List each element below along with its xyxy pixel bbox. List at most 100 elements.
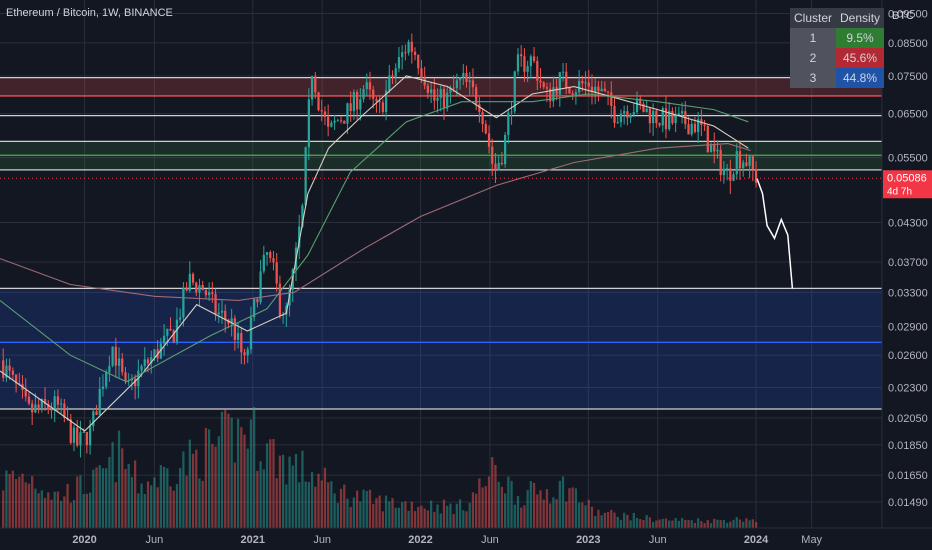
candle-body — [166, 328, 169, 336]
cluster-cell: 3 — [790, 68, 837, 88]
volume-bar — [384, 495, 388, 528]
volume-bar — [503, 493, 507, 528]
volume-bar — [668, 520, 671, 528]
x-tick-label: Jun — [313, 534, 331, 546]
volume-bar — [590, 506, 594, 528]
candle-body — [314, 76, 317, 93]
candle-body — [687, 124, 690, 135]
volume-bar — [198, 478, 201, 528]
volume-bar — [8, 474, 11, 528]
candle-body — [738, 151, 742, 169]
candle-body — [722, 168, 726, 176]
candle-body — [108, 365, 111, 373]
volume-bar — [655, 520, 658, 528]
cluster-cell: 1 — [790, 28, 837, 48]
candle-body — [732, 174, 735, 181]
candle-body — [101, 386, 105, 389]
candle-body — [458, 77, 462, 81]
candle-body — [204, 290, 208, 296]
candle-body — [362, 89, 365, 100]
candle-body — [278, 283, 282, 316]
volume-bar — [301, 450, 304, 528]
volume-bar — [703, 523, 706, 528]
volume-bar — [11, 470, 14, 528]
candle-body — [72, 427, 76, 443]
volume-bar — [43, 497, 47, 528]
density-cell: 44.8% — [836, 68, 885, 88]
volume-bar — [259, 461, 262, 528]
candle-body — [542, 82, 545, 88]
candle-body — [423, 77, 426, 86]
candle-body — [336, 120, 339, 122]
volume-bar — [298, 482, 301, 528]
volume-bar — [626, 514, 629, 528]
candle-body — [2, 360, 5, 378]
volume-bar — [388, 501, 391, 528]
candle-body — [648, 108, 652, 124]
candle-body — [603, 88, 606, 92]
volume-bar — [127, 463, 130, 528]
candle-body — [230, 318, 233, 324]
volume-bar — [439, 513, 442, 528]
volume-bar — [330, 481, 333, 528]
volume-bar — [262, 469, 265, 528]
x-tick-label: Jun — [649, 534, 667, 546]
candle-body — [513, 71, 516, 112]
volume-bar — [85, 493, 88, 528]
candle-body — [37, 404, 40, 408]
volume-bar — [88, 492, 92, 528]
volume-bar — [166, 468, 169, 528]
cluster-header: Cluster — [790, 8, 837, 28]
volume-bar — [114, 482, 117, 528]
candle-body — [462, 72, 465, 78]
candle-body — [590, 86, 594, 93]
candle-body — [500, 162, 504, 165]
volume-bar — [577, 502, 581, 528]
volume-bar — [745, 518, 748, 528]
volume-bar — [539, 490, 542, 528]
volume-bar — [365, 490, 368, 528]
volume-bar — [754, 522, 758, 528]
y-tick-label: 0.02300 — [888, 383, 928, 395]
volume-bar — [40, 490, 43, 528]
moving-average-line — [0, 93, 749, 383]
candle-body — [671, 110, 674, 124]
volume-bar — [18, 476, 21, 528]
last-price-value: 0.05086 — [887, 172, 927, 184]
candle-body — [658, 123, 661, 126]
volume-bar — [491, 457, 494, 528]
volume-bar — [716, 519, 719, 528]
volume-bar — [137, 493, 140, 528]
candle-body — [391, 75, 394, 77]
candle-body — [471, 80, 475, 88]
volume-bar — [140, 483, 143, 528]
candle-body — [381, 102, 384, 112]
candle-body — [719, 149, 722, 176]
candle-body — [468, 80, 471, 82]
candle-body — [394, 68, 397, 77]
volume-bar — [407, 510, 410, 528]
volume-bar — [50, 499, 53, 528]
last-price-countdown: 4d 7h — [887, 186, 912, 197]
volume-bar — [14, 478, 18, 528]
y-tick-label: 0.01650 — [888, 470, 928, 482]
candle-body — [725, 168, 729, 170]
candle-body — [5, 365, 8, 378]
candle-body — [668, 110, 671, 130]
volume-bar — [60, 500, 63, 528]
candle-body — [359, 99, 362, 110]
volume-bar — [359, 501, 362, 528]
volume-bar — [471, 492, 475, 528]
candle-body — [401, 52, 404, 57]
candle-body — [224, 310, 227, 320]
volume-bar — [217, 436, 220, 528]
volume-bar — [265, 443, 269, 528]
candle-body — [134, 378, 137, 387]
candle-body — [211, 292, 214, 294]
volume-bar — [413, 511, 417, 528]
volume-bar — [629, 520, 632, 528]
candle-body — [236, 333, 240, 340]
volume-bar — [648, 517, 652, 528]
cluster-cell: 2 — [790, 48, 837, 68]
